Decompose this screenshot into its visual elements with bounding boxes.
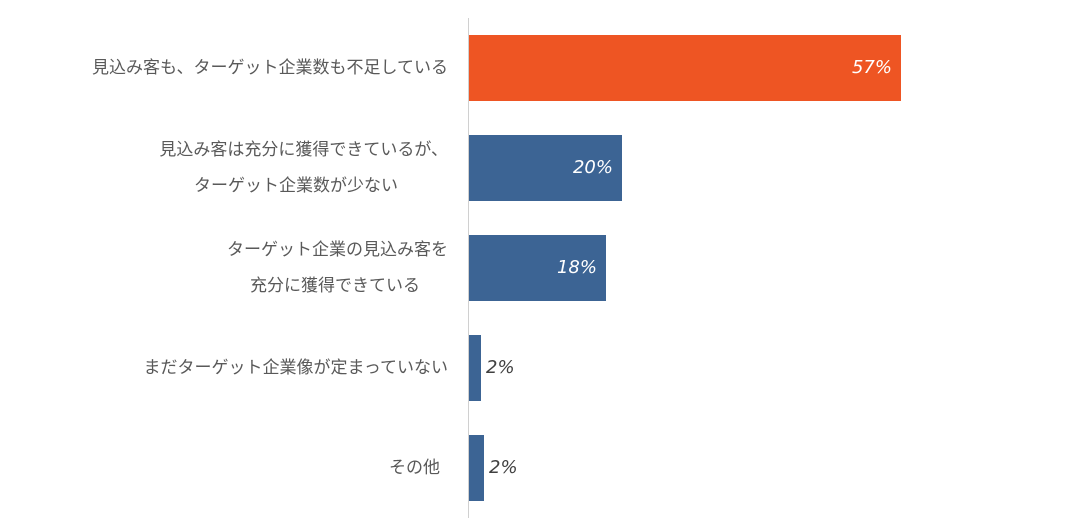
category-label: その他 xyxy=(8,435,448,501)
bar-row: その他 2% xyxy=(0,435,1071,501)
category-label-line: 見込み客も、ターゲット企業数も不足している xyxy=(92,58,448,78)
category-label-line: その他 xyxy=(389,458,440,478)
category-label: 見込み客も、ターゲット企業数も不足している xyxy=(8,35,448,101)
value-label: 20% xyxy=(572,157,613,178)
value-label: 18% xyxy=(556,257,597,278)
category-label-line: まだターゲット企業像が定まっていない xyxy=(143,358,448,378)
category-label-line: 見込み客は充分に獲得できているが、 xyxy=(159,140,448,160)
bar-row: 見込み客は充分に獲得できているが、 ターゲット企業数が少ない 20% xyxy=(0,135,1071,201)
bar xyxy=(469,335,481,401)
category-axis-line xyxy=(468,18,469,518)
value-label: 2% xyxy=(486,357,515,378)
bar-row: ターゲット企業の見込み客を 充分に獲得できている 18% xyxy=(0,235,1071,301)
bar xyxy=(469,135,622,201)
category-label: ターゲット企業の見込み客を 充分に獲得できている xyxy=(8,235,448,301)
bar xyxy=(469,435,484,501)
category-label-line: ターゲット企業の見込み客を xyxy=(227,240,448,260)
bar xyxy=(469,235,606,301)
category-label-line: ターゲット企業数が少ない xyxy=(194,176,398,196)
category-label: まだターゲット企業像が定まっていない xyxy=(8,335,448,401)
category-label: 見込み客は充分に獲得できているが、 ターゲット企業数が少ない xyxy=(8,135,448,201)
value-label: 2% xyxy=(489,457,518,478)
bar xyxy=(469,35,901,101)
bar-row: 見込み客も、ターゲット企業数も不足している 57% xyxy=(0,35,1071,101)
bar-row: まだターゲット企業像が定まっていない 2% xyxy=(0,335,1071,401)
value-label: 57% xyxy=(851,57,892,78)
category-label-line: 充分に獲得できている xyxy=(250,276,420,296)
